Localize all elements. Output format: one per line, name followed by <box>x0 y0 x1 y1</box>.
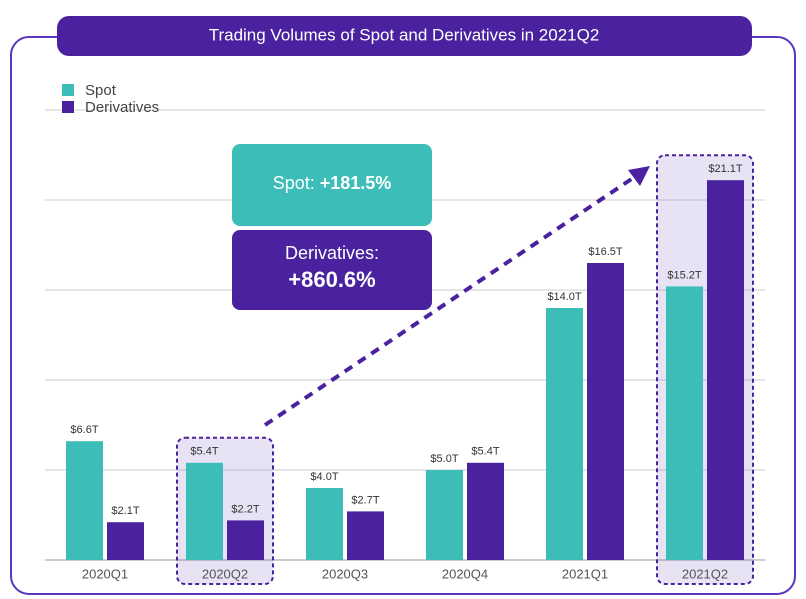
title-banner <box>57 16 752 56</box>
bar <box>467 462 504 560</box>
bar <box>186 462 223 560</box>
x-tick-label: 2020Q4 <box>442 566 488 581</box>
value-label: $14.0T <box>547 291 582 303</box>
value-label: $2.7T <box>351 494 379 506</box>
bar <box>587 263 624 560</box>
plot: $6.6T $5.4T $4.0T $5.0T $14.0T $15.2T $2.1T $2.… <box>45 82 765 585</box>
bar <box>666 286 703 560</box>
spot-callout <box>232 144 432 226</box>
value-label: $5.0T <box>430 453 458 465</box>
value-label: $5.4T <box>190 446 218 458</box>
x-tick-label: 2020Q1 <box>82 566 128 581</box>
spot-change: +181.5% <box>320 173 392 193</box>
bar <box>707 180 744 560</box>
x-tick-label: 2021Q1 <box>562 566 608 581</box>
bar <box>107 522 144 560</box>
chart-title: Trading Volumes of Spot and Derivatives … <box>209 25 600 44</box>
value-label: $4.0T <box>310 471 338 483</box>
derivatives-callout <box>232 230 432 310</box>
x-tick-label: 2020Q3 <box>322 566 368 581</box>
legend-swatch <box>62 84 74 96</box>
derivatives-change: +860.6% <box>288 267 375 292</box>
value-label: $5.4T <box>471 446 499 458</box>
bar <box>227 520 264 560</box>
x-tick-label: 2020Q2 <box>202 566 248 581</box>
bar <box>66 441 103 560</box>
value-label: $2.1T <box>111 505 139 517</box>
value-label: $15.2T <box>667 269 702 281</box>
bar <box>306 488 343 560</box>
value-label: $6.6T <box>70 424 98 436</box>
legend-swatch <box>62 101 74 113</box>
value-label: $2.2T <box>231 503 259 515</box>
derivatives-label: Derivatives: <box>285 243 379 263</box>
bar <box>426 470 463 560</box>
arrow-head <box>628 166 650 186</box>
legend-label: Derivatives <box>85 99 159 116</box>
bar <box>546 308 583 560</box>
spot-callout-text: Spot: +181.5% <box>273 173 392 193</box>
bar <box>347 511 384 560</box>
legend-label: Spot <box>85 82 117 99</box>
spot-label: Spot: <box>273 173 315 193</box>
trend-arrow <box>263 174 638 427</box>
value-label: $21.1T <box>708 163 743 175</box>
x-tick-label: 2021Q2 <box>682 566 728 581</box>
value-label: $16.5T <box>588 246 623 258</box>
